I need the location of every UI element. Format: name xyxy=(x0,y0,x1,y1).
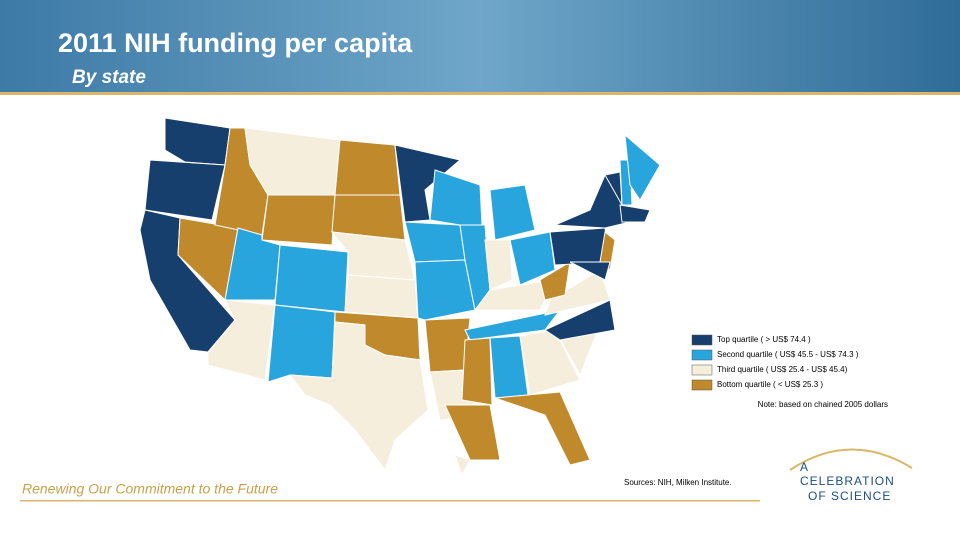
state xyxy=(164,117,231,166)
footer-rule xyxy=(20,500,760,502)
logo-line: A xyxy=(800,460,808,474)
state xyxy=(544,269,611,316)
state xyxy=(489,184,536,241)
legend-swatch xyxy=(691,349,713,361)
state xyxy=(461,337,493,406)
logo-line: CELEBRATION xyxy=(800,474,895,488)
state xyxy=(344,274,419,319)
state xyxy=(274,244,349,313)
legend: Top quartile ( > US$ 74.4 ) Second quarti… xyxy=(691,334,859,391)
state xyxy=(494,391,591,466)
footer-tagline: Renewing Our Commitment to the Future xyxy=(22,481,278,497)
legend-label: Top quartile ( > US$ 74.4 ) xyxy=(717,335,811,344)
legend-note: Note: based on chained 2005 dollars xyxy=(758,400,888,409)
title: 2011 NIH funding per capita xyxy=(58,28,413,58)
source: Sources: NIH, Milken Institute. xyxy=(624,478,732,487)
state xyxy=(599,231,616,271)
state xyxy=(424,317,471,373)
state xyxy=(543,299,616,341)
logo-line: OF SCIENCE xyxy=(808,489,891,503)
legend-label: Third quartile ( US$ 25.4 - US$ 45.4) xyxy=(717,365,848,374)
state xyxy=(474,279,556,311)
state xyxy=(444,404,501,461)
state xyxy=(519,329,581,396)
state xyxy=(288,321,429,472)
state xyxy=(429,169,483,226)
logo-arc xyxy=(789,448,913,471)
state xyxy=(619,204,651,223)
state xyxy=(454,454,471,477)
state xyxy=(334,139,401,196)
legend-swatch xyxy=(691,364,713,376)
header-rule xyxy=(0,92,960,95)
state xyxy=(261,194,336,246)
state xyxy=(404,221,466,263)
state xyxy=(484,239,513,291)
legend-swatch xyxy=(691,379,713,391)
state xyxy=(624,133,661,201)
legend-label: Second quartile ( US$ 45.5 - US$ 74.3 ) xyxy=(717,350,859,359)
legend-swatch xyxy=(691,334,713,346)
state xyxy=(267,304,336,383)
state xyxy=(394,144,462,223)
state xyxy=(509,231,556,286)
state xyxy=(144,159,226,221)
header-band xyxy=(0,0,960,92)
us-map xyxy=(139,117,661,477)
state xyxy=(539,261,571,301)
state xyxy=(414,259,476,321)
subtitle: By state xyxy=(72,67,146,88)
state xyxy=(569,261,611,281)
legend-label: Bottom quartile ( < US$ 25.3 ) xyxy=(717,380,823,389)
